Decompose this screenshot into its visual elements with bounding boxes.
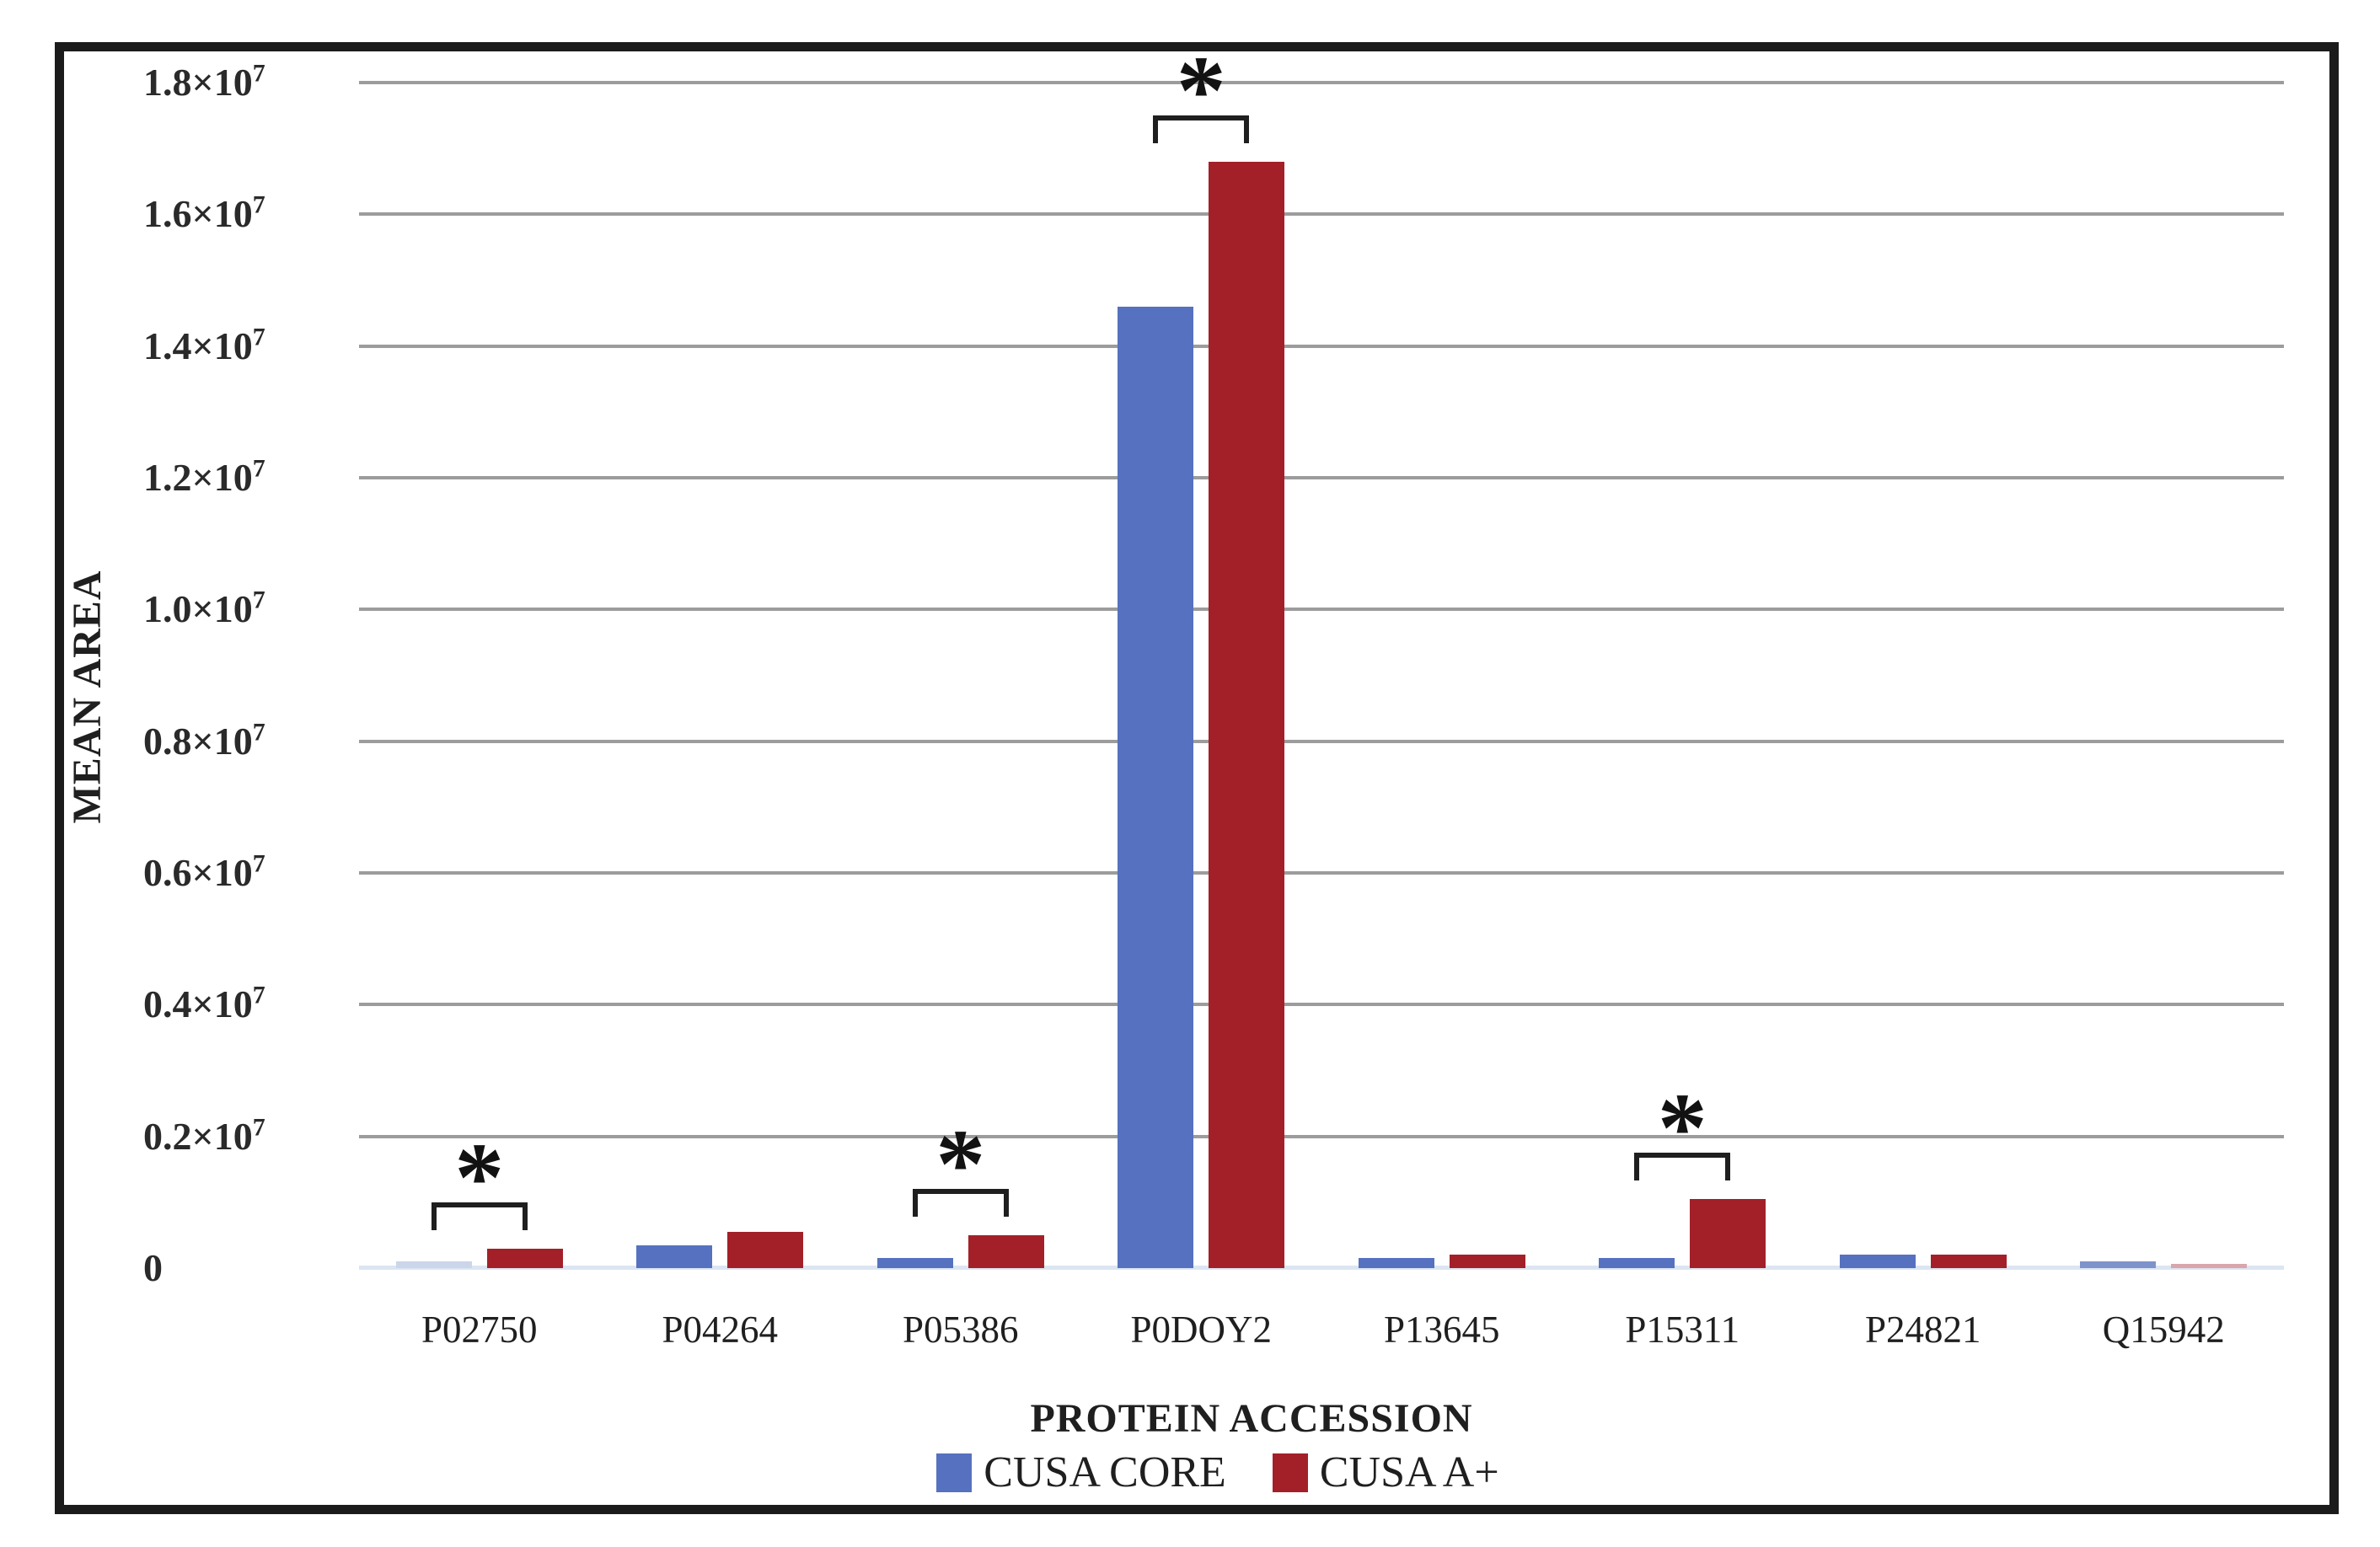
legend-swatch-icon [1272,1453,1308,1492]
y-tick-label: 0 [143,1246,163,1289]
y-tick-label: 1.0×107 [143,586,265,631]
y-axis-title: MEAN AREA [65,570,110,824]
legend-swatch-icon [936,1453,973,1492]
x-category-label-Q15942: Q15942 [2102,1309,2225,1351]
bar-P15311-core [1599,1258,1675,1268]
y-tick-label: 1.4×107 [143,323,265,367]
x-category-label-P02750: P02750 [421,1309,538,1351]
x-category-label-P15311: P15311 [1625,1309,1740,1351]
y-tick-label: 1.6×107 [143,191,265,236]
gridline [359,212,2284,217]
gridline [359,476,2284,479]
x-category-label-P0DOY2: P0DOY2 [1130,1309,1273,1351]
legend: CUSA CORE CUSA A+ [28,1448,2380,1497]
gridline [359,344,2284,348]
zero-baseline [359,1266,2284,1270]
gridline [359,608,2284,612]
significance-asterisk-P0DOY2: * [1176,35,1226,146]
significance-bracket-P15311 [1634,1152,1731,1180]
significance-bracket-P0DOY2 [1153,115,1250,143]
bar-P04264-aplus [727,1232,804,1268]
x-category-label-P05386: P05386 [902,1309,1019,1351]
gridline [359,871,2284,875]
bar-P0DOY2-aplus [1209,161,1285,1268]
y-tick-label: 0.8×107 [143,718,265,763]
bar-P0DOY2-core [1118,306,1194,1268]
gridline [359,1134,2284,1138]
y-tick-label: 0.4×107 [143,982,265,1026]
significance-asterisk-P02750: * [454,1121,505,1233]
gridline [359,739,2284,743]
bar-P13645-core [1358,1258,1434,1268]
legend-label: CUSA CORE [984,1448,1226,1496]
y-tick-label: 0.2×107 [143,1113,265,1158]
legend-item-cusa-aplus: CUSA A+ [1272,1448,1499,1497]
significance-asterisk-P15311: * [1657,1072,1707,1183]
x-category-label-P04264: P04264 [662,1309,779,1351]
bar-P04264-core [636,1245,713,1268]
legend-item-cusa-core: CUSA CORE [936,1448,1226,1497]
x-category-label-P13645: P13645 [1383,1309,1500,1351]
bar-P24821-core [1839,1255,1916,1268]
bar-P24821-aplus [1930,1255,2007,1268]
x-category-label-P24821: P24821 [1864,1309,1981,1351]
y-tick-label: 1.2×107 [143,454,265,499]
bar-Q15942-core [2080,1261,2157,1268]
significance-bracket-P05386 [912,1188,1009,1217]
x-axis-title: PROTEIN ACCESSION [1030,1396,1473,1441]
gridline [359,81,2284,84]
bar-P02750-aplus [486,1248,563,1268]
bar-P05386-core [876,1258,953,1268]
bar-P05386-aplus [968,1234,1044,1268]
plot-area: * * * * [359,40,2284,1270]
significance-asterisk-P05386: * [935,1108,986,1219]
y-tick-label: 0.6×107 [143,849,265,894]
bar-Q15942-aplus [2171,1264,2248,1268]
bar-P15311-aplus [1690,1198,1766,1268]
bar-P02750-core [395,1261,472,1268]
legend-label: CUSA A+ [1319,1448,1499,1496]
y-tick-label: 1.8×107 [143,59,265,104]
bar-P13645-aplus [1449,1255,1525,1268]
significance-bracket-P02750 [431,1202,528,1230]
gridline [359,1003,2284,1007]
